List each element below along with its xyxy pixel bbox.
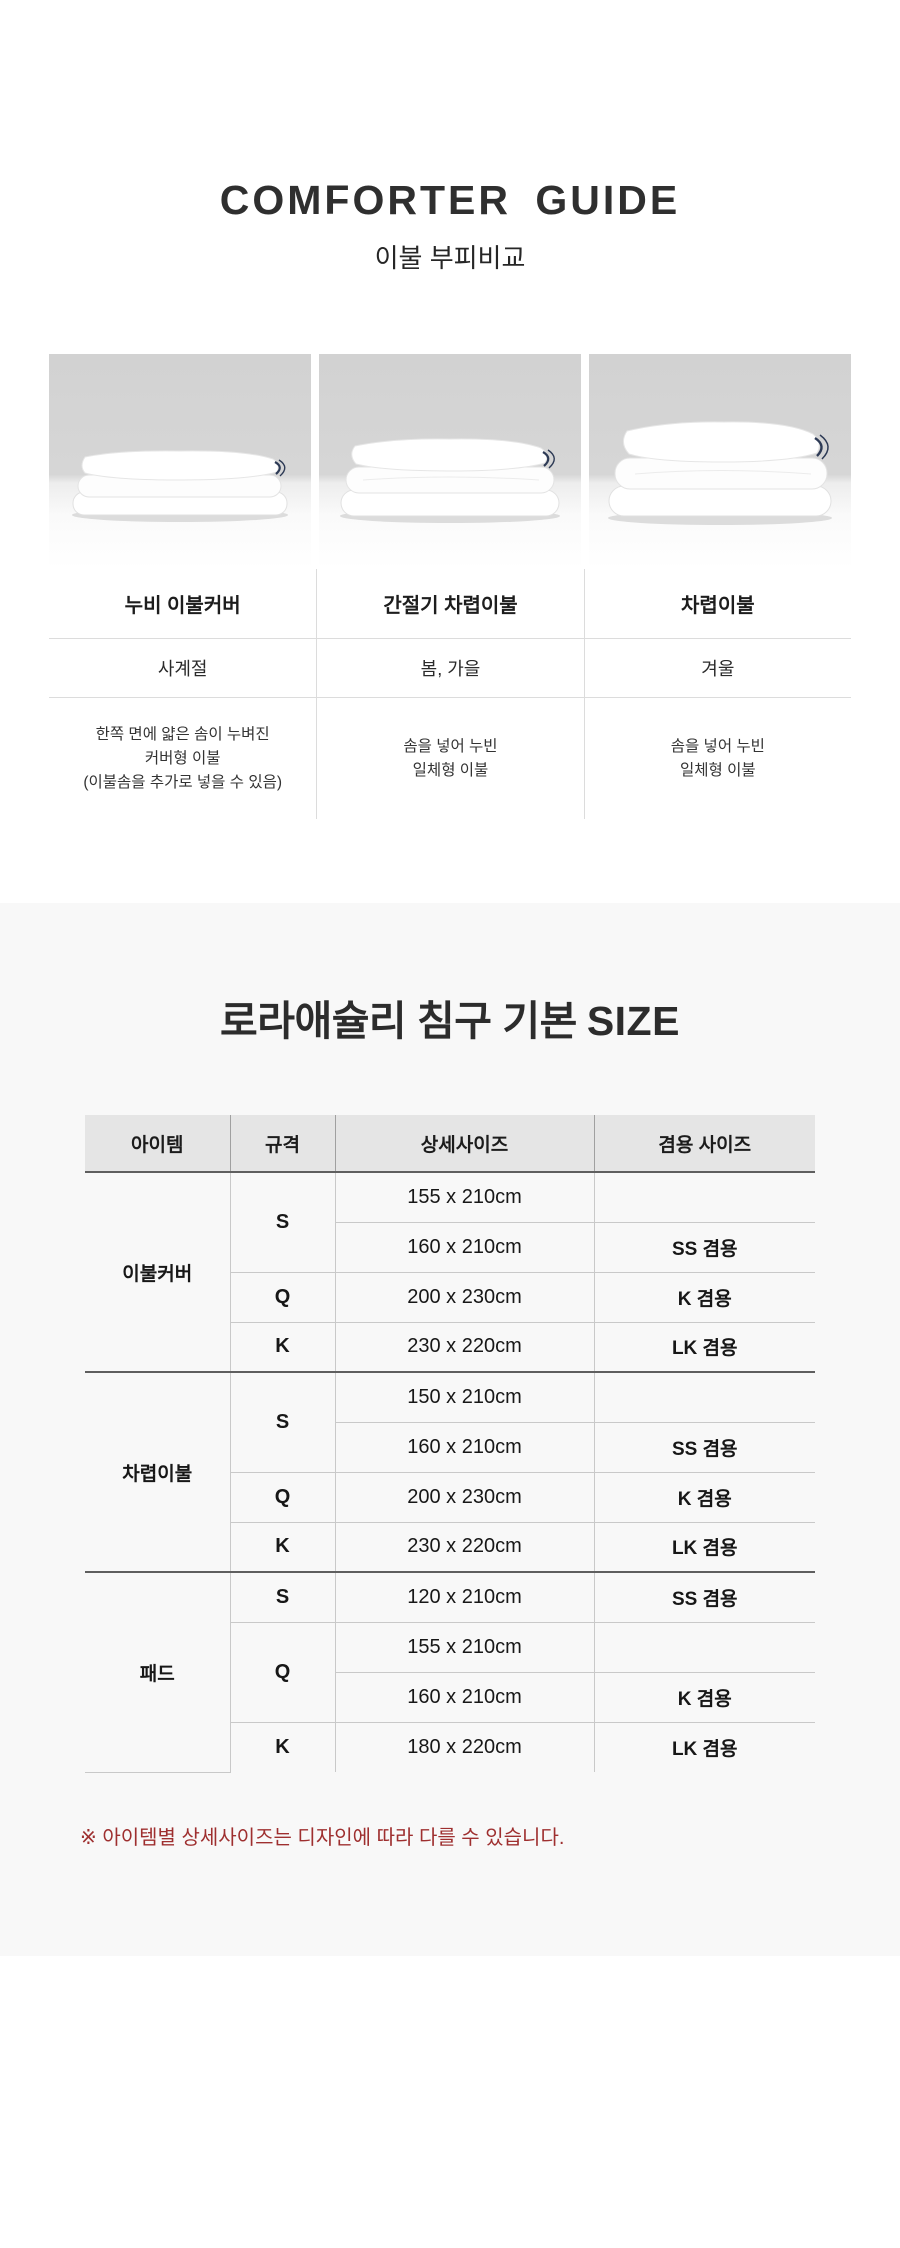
size-title-korean: 로라애슐리 침구 기본 [220, 998, 577, 1044]
compat-cell [593, 1621, 815, 1673]
comforter-guide-section: COMFORTER GUIDE 이불 부피비교 [0, 178, 900, 819]
table-row: 160 x 210cm SS 겸용 [85, 1421, 815, 1473]
size-cell: 160 x 210cm [335, 1671, 595, 1723]
size-guide-section: 로라애슐리 침구 기본 SIZE 아이템 규격 상세사이즈 겸용 사이즈 이불커버… [0, 903, 900, 1956]
compat-cell: K 겸용 [593, 1271, 815, 1323]
size-cell: 180 x 220cm [334, 1721, 595, 1772]
folded-comforter-medium-icon [340, 438, 560, 523]
compat-cell: SS 겸용 [593, 1571, 815, 1623]
col-header-detail-size: 상세사이즈 [334, 1115, 594, 1173]
table-row: K 230 x 220cm LK 겸용 [85, 1521, 815, 1573]
size-cell: 200 x 230cm [334, 1471, 595, 1523]
size-cell: 150 x 210cm [334, 1371, 595, 1423]
size-group-quilted-comforter: 차렵이불 S 150 x 210cm 160 x 210cm SS 겸용 Q 2… [85, 1371, 815, 1573]
spec-cell: K [230, 1521, 336, 1573]
size-title-english: SIZE [586, 998, 680, 1044]
comforter-season: 사계절 [49, 639, 317, 698]
table-row: Q 200 x 230cm K 겸용 [85, 1471, 815, 1523]
table-row: 패드 S 120 x 210cm SS 겸용 [85, 1571, 815, 1773]
spec-cell: K [230, 1321, 336, 1373]
table-row: 차렵이불 S 150 x 210cm [85, 1371, 815, 1573]
comforter-description: 솜을 넣어 누빈 일체형 이불 [583, 698, 851, 819]
size-section-title: 로라애슐리 침구 기본 SIZE [0, 997, 900, 1045]
comforter-type-name: 간절기 차렵이불 [316, 569, 584, 639]
size-table: 아이템 규격 상세사이즈 겸용 사이즈 이불커버 S 155 x 210cm 1… [85, 1115, 815, 1773]
item-name: 차렵이불 [85, 1371, 231, 1573]
folded-comforter-thin-icon [72, 450, 288, 522]
table-row: 160 x 210cm K 겸용 [85, 1671, 815, 1723]
comforter-season: 겨울 [583, 639, 851, 698]
spec-cell: S [229, 1171, 336, 1273]
spec-cell: S [229, 1571, 336, 1623]
comforter-photo-winter [589, 354, 851, 569]
spec-cell: S [229, 1371, 336, 1473]
size-table-header: 아이템 규격 상세사이즈 겸용 사이즈 [85, 1115, 815, 1173]
guide-title: COMFORTER GUIDE [219, 177, 681, 223]
table-row: Q 200 x 230cm K 겸용 [85, 1271, 815, 1323]
table-row: 160 x 210cm SS 겸용 [85, 1221, 815, 1273]
comforter-compare-table: 누비 이불커버 간절기 차렵이불 차렵이불 사계절 봄, 가을 겨울 한쪽 면에… [49, 569, 851, 819]
table-row: K 230 x 220cm LK 겸용 [85, 1321, 815, 1373]
size-group-duvet-cover: 이불커버 S 155 x 210cm 160 x 210cm SS 겸용 Q 2… [85, 1171, 815, 1373]
compat-cell: K 겸용 [593, 1471, 815, 1523]
table-row: K 180 x 220cm LK 겸용 [85, 1721, 815, 1772]
comforter-photo-row [49, 354, 851, 569]
size-cell: 160 x 210cm [335, 1221, 595, 1273]
size-cell: 200 x 230cm [334, 1271, 595, 1323]
col-header-compatible-size: 겸용 사이즈 [593, 1115, 815, 1173]
table-row: Q 155 x 210cm [85, 1621, 815, 1723]
comforter-photo-midseason [319, 354, 581, 569]
guide-subtitle: 이불 부피비교 [374, 243, 526, 273]
compat-cell: LK 겸용 [593, 1721, 815, 1772]
comforter-photo-quilted-cover [49, 354, 311, 569]
size-cell: 230 x 220cm [334, 1321, 595, 1373]
item-name: 이불커버 [85, 1171, 231, 1373]
size-group-pad: 패드 S 120 x 210cm SS 겸용 Q 155 x 210cm 160… [85, 1571, 815, 1773]
spec-cell: Q [230, 1471, 336, 1523]
compat-cell [593, 1171, 815, 1223]
size-cell: 120 x 210cm [334, 1571, 595, 1623]
col-header-item: 아이템 [85, 1115, 230, 1173]
spec-cell: Q [230, 1271, 336, 1323]
comforter-description: 솜을 넣어 누빈 일체형 이불 [316, 698, 583, 819]
item-name: 패드 [85, 1571, 231, 1773]
size-cell: 230 x 220cm [334, 1521, 595, 1573]
size-footnote: ※ 아이템별 상세사이즈는 디자인에 따라 다를 수 있습니다. [80, 1826, 565, 1849]
comforter-description: 한쪽 면에 얇은 솜이 누벼진 커버형 이불 (이불솜을 추가로 넣을 수 있음… [83, 725, 282, 791]
table-row: 이불커버 S 155 x 210cm [85, 1171, 815, 1373]
folded-comforter-thick-icon [608, 421, 832, 525]
size-cell: 155 x 210cm [334, 1621, 595, 1673]
comforter-type-name: 누비 이불커버 [49, 569, 317, 639]
size-cell: 160 x 210cm [335, 1421, 595, 1473]
compat-cell: LK 겸용 [593, 1321, 815, 1373]
compat-cell: LK 겸용 [593, 1521, 815, 1573]
compat-cell [593, 1371, 815, 1423]
comforter-type-name: 차렵이불 [583, 569, 851, 639]
compat-cell: SS 겸용 [593, 1421, 815, 1473]
spec-cell: Q [230, 1621, 336, 1723]
compat-cell: K 겸용 [593, 1671, 815, 1723]
compat-cell: SS 겸용 [593, 1221, 815, 1273]
spec-cell: K [230, 1721, 336, 1772]
comforter-season: 봄, 가을 [316, 639, 584, 698]
size-cell: 155 x 210cm [334, 1171, 595, 1223]
col-header-spec: 규격 [229, 1115, 335, 1173]
